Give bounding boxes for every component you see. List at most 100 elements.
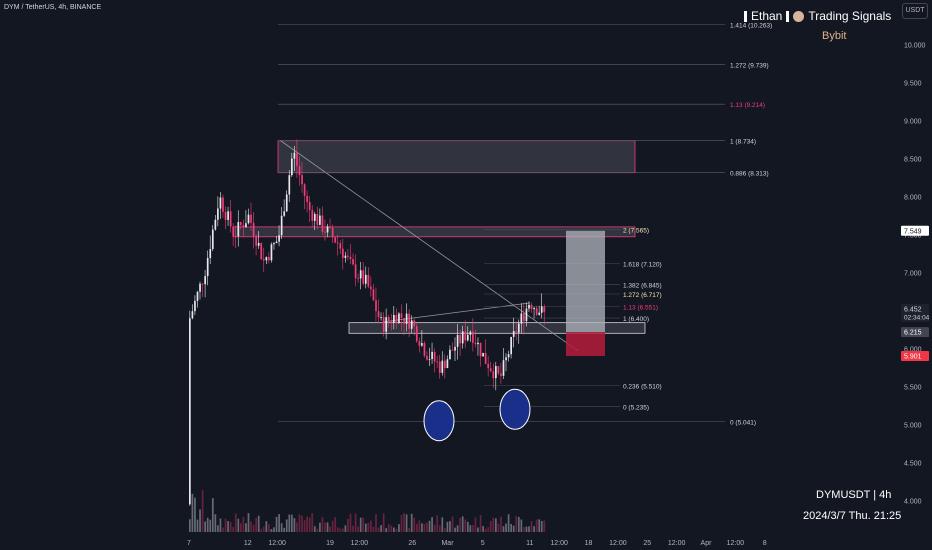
- exchange-label: Bybit: [822, 30, 847, 42]
- candle-body: [367, 274, 370, 287]
- candle-body: [354, 264, 357, 279]
- volume-bar: [482, 526, 484, 532]
- candle-body: [380, 317, 382, 318]
- x-tick-label: 19: [326, 540, 334, 547]
- x-tick-label: 25: [643, 540, 651, 547]
- volume-bar: [387, 524, 390, 532]
- candle-body: [217, 208, 219, 220]
- volume-bar: [224, 518, 227, 532]
- volume-bar: [260, 528, 263, 532]
- currency-button[interactable]: USDT: [902, 3, 928, 19]
- candle-body: [512, 331, 515, 337]
- volume-bar: [275, 516, 278, 532]
- candle-body: [336, 242, 339, 244]
- volume-bar: [446, 521, 449, 532]
- volume-bar: [400, 515, 403, 532]
- candle-body: [520, 313, 523, 324]
- candle-body: [273, 243, 275, 245]
- candle-body: [257, 243, 260, 246]
- candle-body: [505, 357, 507, 361]
- candle-body: [326, 226, 329, 233]
- price-tag-label: 7.549: [904, 228, 922, 235]
- volume-bar: [316, 528, 319, 532]
- candle-body: [265, 257, 268, 261]
- volume-bar: [222, 527, 224, 532]
- volume-bar: [489, 521, 492, 532]
- candle-body: [285, 194, 288, 212]
- volume-bar: [227, 521, 229, 532]
- volume-bar: [479, 515, 482, 532]
- volume-bar: [487, 527, 490, 532]
- candle-body: [461, 331, 464, 344]
- volume-bar: [283, 527, 286, 532]
- fib-level-label: 1.13 (9.214): [730, 102, 765, 109]
- volume-bar: [484, 528, 487, 532]
- candle-body: [278, 235, 280, 242]
- volume-bar: [515, 515, 518, 532]
- y-tick-label: 9.000: [904, 119, 922, 126]
- candle-body: [342, 248, 344, 258]
- volume-bar: [326, 522, 329, 532]
- volume-bar: [533, 526, 535, 532]
- volume-bar: [247, 513, 250, 532]
- bar-icon: [744, 10, 747, 22]
- volume-bar: [382, 513, 385, 532]
- circle-icon: [793, 10, 805, 22]
- target-zone: [566, 230, 605, 333]
- x-tick-label: 12:00: [268, 540, 286, 547]
- candle-body: [211, 229, 214, 250]
- volume-bar: [512, 525, 515, 532]
- candle-body: [538, 312, 541, 315]
- volume-bar: [472, 525, 474, 532]
- candle-body: [433, 351, 436, 362]
- candle-body: [385, 317, 388, 332]
- volume-bar: [370, 520, 372, 532]
- volume-bar: [408, 527, 410, 532]
- candle-body: [237, 222, 240, 237]
- volume-bar: [507, 514, 510, 532]
- volume-bar: [393, 527, 395, 532]
- fib-level-label: 0.236 (5.510): [623, 384, 662, 391]
- candle-body: [515, 331, 518, 333]
- volume-bar: [301, 515, 303, 532]
- volume-bar: [464, 519, 467, 532]
- volume-bar: [474, 517, 477, 532]
- candle-body: [474, 342, 477, 345]
- resistance-zone-top: [277, 140, 636, 174]
- volume-bar: [517, 516, 520, 532]
- candle-body: [543, 306, 546, 313]
- volume-bar: [538, 519, 541, 532]
- candle-body: [517, 323, 520, 333]
- candle-body: [377, 311, 380, 318]
- volume-bar: [211, 498, 214, 532]
- candle-body: [459, 334, 461, 344]
- volume-bar: [189, 519, 191, 532]
- candle-body: [303, 184, 306, 196]
- brand-watermark: Ethan Trading Signals: [744, 9, 891, 23]
- brand-author: Ethan: [751, 9, 783, 23]
- candle-body: [296, 152, 298, 166]
- candle-body: [482, 352, 484, 357]
- volume-bar: [262, 526, 265, 532]
- x-tick-label: 11: [526, 540, 533, 547]
- price-tag: [901, 327, 929, 338]
- candle-body: [293, 152, 296, 159]
- candle-body: [405, 313, 408, 324]
- volume-bar: [362, 517, 365, 532]
- candle-body: [247, 214, 250, 224]
- volume-bar: [285, 519, 288, 532]
- footer-symbol: DYMUSDT | 4h: [816, 489, 892, 501]
- volume-bar: [354, 513, 357, 532]
- candle-body: [222, 197, 224, 212]
- volume-bar: [313, 526, 316, 532]
- volume-bar: [293, 518, 296, 532]
- candle-body: [227, 211, 229, 220]
- volume-bar: [329, 526, 331, 532]
- candle-body: [334, 237, 337, 243]
- candle-body: [507, 354, 510, 358]
- y-tick-label: 7.000: [904, 271, 922, 278]
- volume-bar: [390, 525, 393, 532]
- volume-bar: [413, 517, 416, 532]
- volume-bar: [240, 523, 242, 532]
